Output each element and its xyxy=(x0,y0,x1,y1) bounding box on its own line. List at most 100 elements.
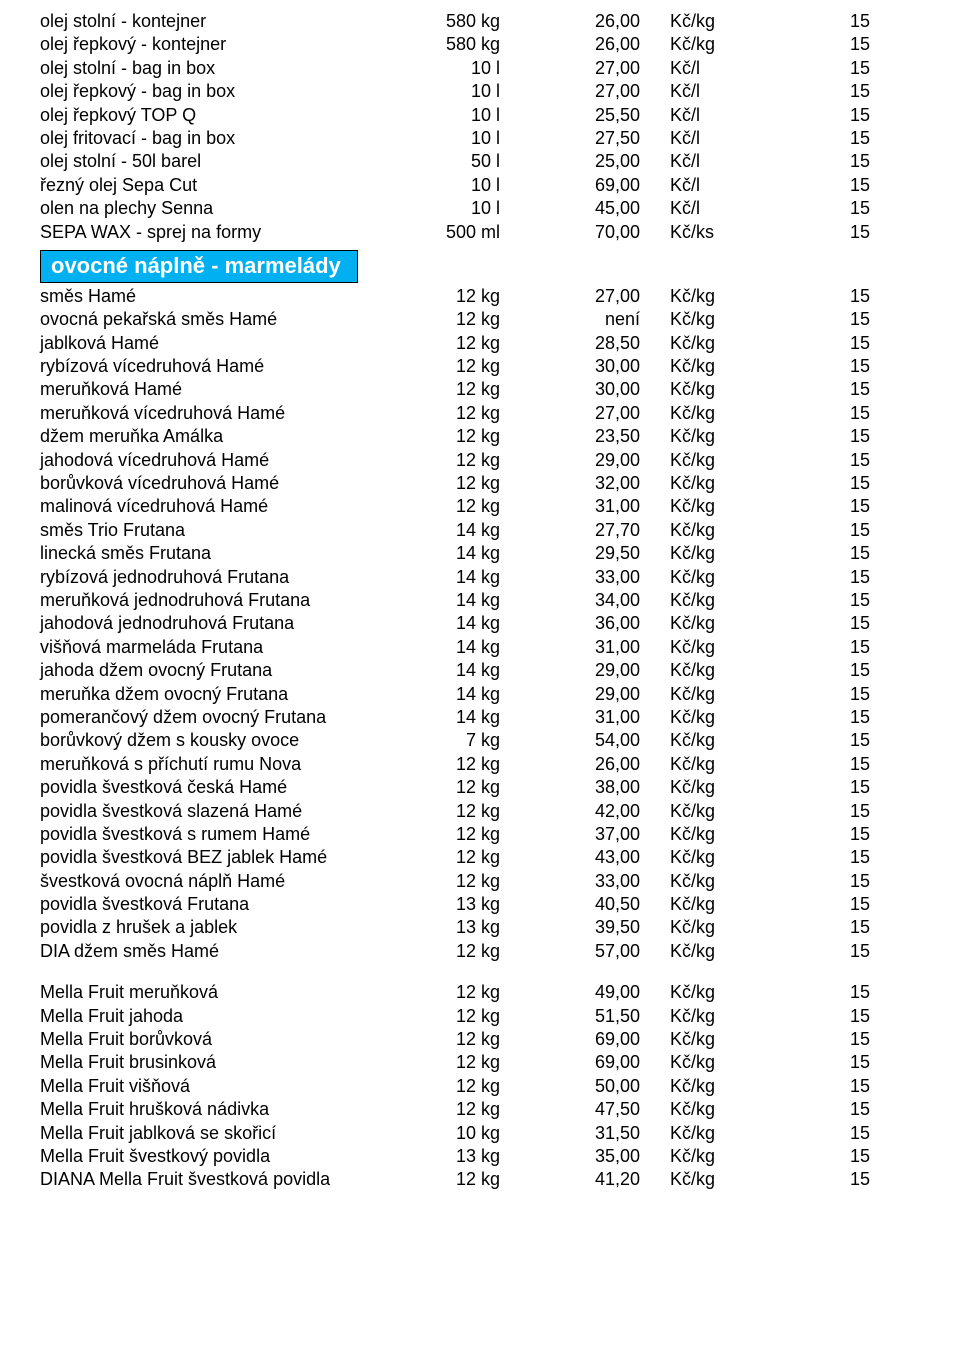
item-qty: 14 kg xyxy=(380,589,510,612)
item-name: Mella Fruit meruňková xyxy=(40,981,380,1004)
price-list-page: olej stolní - kontejner580 kg26,00Kč/kg1… xyxy=(0,0,960,1222)
item-price: 31,00 xyxy=(510,636,650,659)
item-unit: Kč/kg xyxy=(650,612,780,635)
item-qty: 12 kg xyxy=(380,1028,510,1051)
item-vat: 15 xyxy=(780,683,870,706)
item-vat: 15 xyxy=(780,1168,870,1191)
table-row: rybízová vícedruhová Hamé12 kg30,00Kč/kg… xyxy=(40,355,920,378)
item-price: 32,00 xyxy=(510,472,650,495)
item-qty: 12 kg xyxy=(380,776,510,799)
table-row: Mella Fruit meruňková12 kg49,00Kč/kg15 xyxy=(40,981,920,1004)
item-qty: 12 kg xyxy=(380,449,510,472)
item-name: Mella Fruit brusinková xyxy=(40,1051,380,1074)
item-qty: 14 kg xyxy=(380,519,510,542)
item-price: 50,00 xyxy=(510,1075,650,1098)
item-qty: 580 kg xyxy=(380,10,510,33)
item-vat: 15 xyxy=(780,1005,870,1028)
item-price: 42,00 xyxy=(510,800,650,823)
item-qty: 12 kg xyxy=(380,1168,510,1191)
item-qty: 12 kg xyxy=(380,308,510,331)
item-price: 39,50 xyxy=(510,916,650,939)
item-name: malinová vícedruhová Hamé xyxy=(40,495,380,518)
item-vat: 15 xyxy=(780,1075,870,1098)
table-row: borůvková vícedruhová Hamé12 kg32,00Kč/k… xyxy=(40,472,920,495)
item-unit: Kč/kg xyxy=(650,378,780,401)
section-gap xyxy=(40,963,920,981)
section-oils: olej stolní - kontejner580 kg26,00Kč/kg1… xyxy=(40,10,920,244)
item-name: džem meruňka Amálka xyxy=(40,425,380,448)
item-price: 27,00 xyxy=(510,57,650,80)
item-qty: 10 l xyxy=(380,197,510,220)
item-price: 70,00 xyxy=(510,221,650,244)
item-qty: 12 kg xyxy=(380,1075,510,1098)
item-qty: 12 kg xyxy=(380,846,510,869)
table-row: povidla švestková česká Hamé12 kg38,00Kč… xyxy=(40,776,920,799)
item-qty: 12 kg xyxy=(380,378,510,401)
item-name: meruňková vícedruhová Hamé xyxy=(40,402,380,425)
item-unit: Kč/kg xyxy=(650,893,780,916)
item-unit: Kč/kg xyxy=(650,940,780,963)
item-price: 30,00 xyxy=(510,378,650,401)
item-name: směs Hamé xyxy=(40,285,380,308)
item-vat: 15 xyxy=(780,10,870,33)
item-name: olej stolní - bag in box xyxy=(40,57,380,80)
item-qty: 580 kg xyxy=(380,33,510,56)
table-row: řezný olej Sepa Cut10 l69,00Kč/l15 xyxy=(40,174,920,197)
item-name: borůvková vícedruhová Hamé xyxy=(40,472,380,495)
item-vat: 15 xyxy=(780,542,870,565)
item-vat: 15 xyxy=(780,800,870,823)
item-price: 31,50 xyxy=(510,1122,650,1145)
item-price: 25,50 xyxy=(510,104,650,127)
item-unit: Kč/kg xyxy=(650,1051,780,1074)
item-qty: 12 kg xyxy=(380,940,510,963)
item-vat: 15 xyxy=(780,823,870,846)
table-row: meruňka džem ovocný Frutana14 kg29,00Kč/… xyxy=(40,683,920,706)
item-price: 29,50 xyxy=(510,542,650,565)
item-vat: 15 xyxy=(780,706,870,729)
table-row: Mella Fruit višňová12 kg50,00Kč/kg15 xyxy=(40,1075,920,1098)
item-vat: 15 xyxy=(780,174,870,197)
item-qty: 14 kg xyxy=(380,566,510,589)
item-qty: 14 kg xyxy=(380,636,510,659)
table-row: povidla švestková Frutana13 kg40,50Kč/kg… xyxy=(40,893,920,916)
item-qty: 13 kg xyxy=(380,893,510,916)
table-row: olej stolní - bag in box10 l27,00Kč/l15 xyxy=(40,57,920,80)
table-row: Mella Fruit švestkový povidla13 kg35,00K… xyxy=(40,1145,920,1168)
item-unit: Kč/kg xyxy=(650,472,780,495)
table-row: ovocná pekařská směs Hamé12 kgneníKč/kg1… xyxy=(40,308,920,331)
item-unit: Kč/kg xyxy=(650,706,780,729)
item-name: řezný olej Sepa Cut xyxy=(40,174,380,197)
item-price: 25,00 xyxy=(510,150,650,173)
item-vat: 15 xyxy=(780,80,870,103)
item-name: rybízová jednodruhová Frutana xyxy=(40,566,380,589)
item-vat: 15 xyxy=(780,495,870,518)
item-unit: Kč/kg xyxy=(650,1005,780,1028)
item-name: Mella Fruit jablková se skořicí xyxy=(40,1122,380,1145)
item-name: SEPA WAX - sprej na formy xyxy=(40,221,380,244)
item-qty: 12 kg xyxy=(380,285,510,308)
item-qty: 10 l xyxy=(380,127,510,150)
item-vat: 15 xyxy=(780,197,870,220)
item-price: 31,00 xyxy=(510,495,650,518)
item-price: není xyxy=(510,308,650,331)
item-unit: Kč/kg xyxy=(650,981,780,1004)
item-qty: 50 l xyxy=(380,150,510,173)
item-qty: 12 kg xyxy=(380,753,510,776)
item-unit: Kč/kg xyxy=(650,1098,780,1121)
item-qty: 7 kg xyxy=(380,729,510,752)
item-vat: 15 xyxy=(780,566,870,589)
table-row: Mella Fruit jahoda12 kg51,50Kč/kg15 xyxy=(40,1005,920,1028)
item-price: 41,20 xyxy=(510,1168,650,1191)
item-qty: 10 kg xyxy=(380,1122,510,1145)
table-row: povidla švestková s rumem Hamé12 kg37,00… xyxy=(40,823,920,846)
item-unit: Kč/kg xyxy=(650,1145,780,1168)
item-unit: Kč/l xyxy=(650,197,780,220)
item-name: Mella Fruit borůvková xyxy=(40,1028,380,1051)
table-row: olej řepkový - bag in box10 l27,00Kč/l15 xyxy=(40,80,920,103)
item-unit: Kč/kg xyxy=(650,495,780,518)
item-name: olej řepkový - kontejner xyxy=(40,33,380,56)
item-qty: 13 kg xyxy=(380,916,510,939)
item-vat: 15 xyxy=(780,916,870,939)
item-vat: 15 xyxy=(780,57,870,80)
item-price: 36,00 xyxy=(510,612,650,635)
